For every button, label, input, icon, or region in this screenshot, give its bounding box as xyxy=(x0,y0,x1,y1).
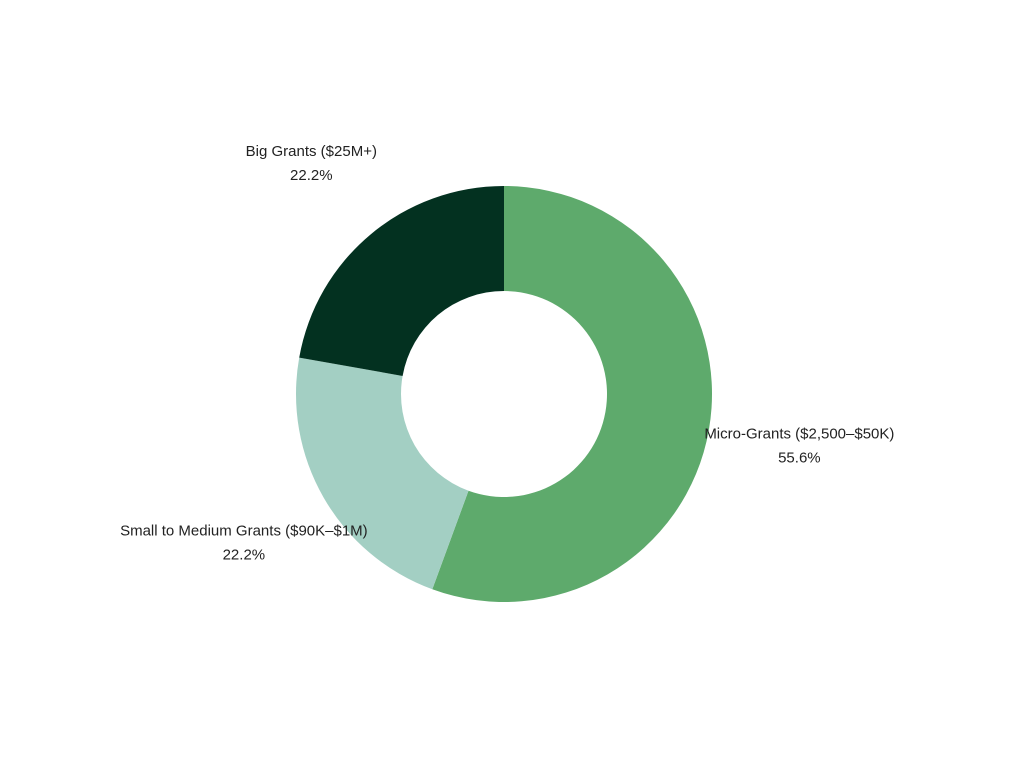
slice-value-label: 22.2% xyxy=(223,546,266,563)
donut-slice xyxy=(432,186,712,602)
slice-label: Small to Medium Grants ($90K–$1M) xyxy=(120,522,368,539)
slice-label: Big Grants ($25M+) xyxy=(246,143,377,160)
slice-value-label: 55.6% xyxy=(778,449,821,466)
donut-slice xyxy=(296,357,469,590)
donut-slice xyxy=(299,186,504,376)
slice-value-label: 22.2% xyxy=(290,167,333,184)
slice-label: Micro-Grants ($2,500–$50K) xyxy=(704,425,894,442)
